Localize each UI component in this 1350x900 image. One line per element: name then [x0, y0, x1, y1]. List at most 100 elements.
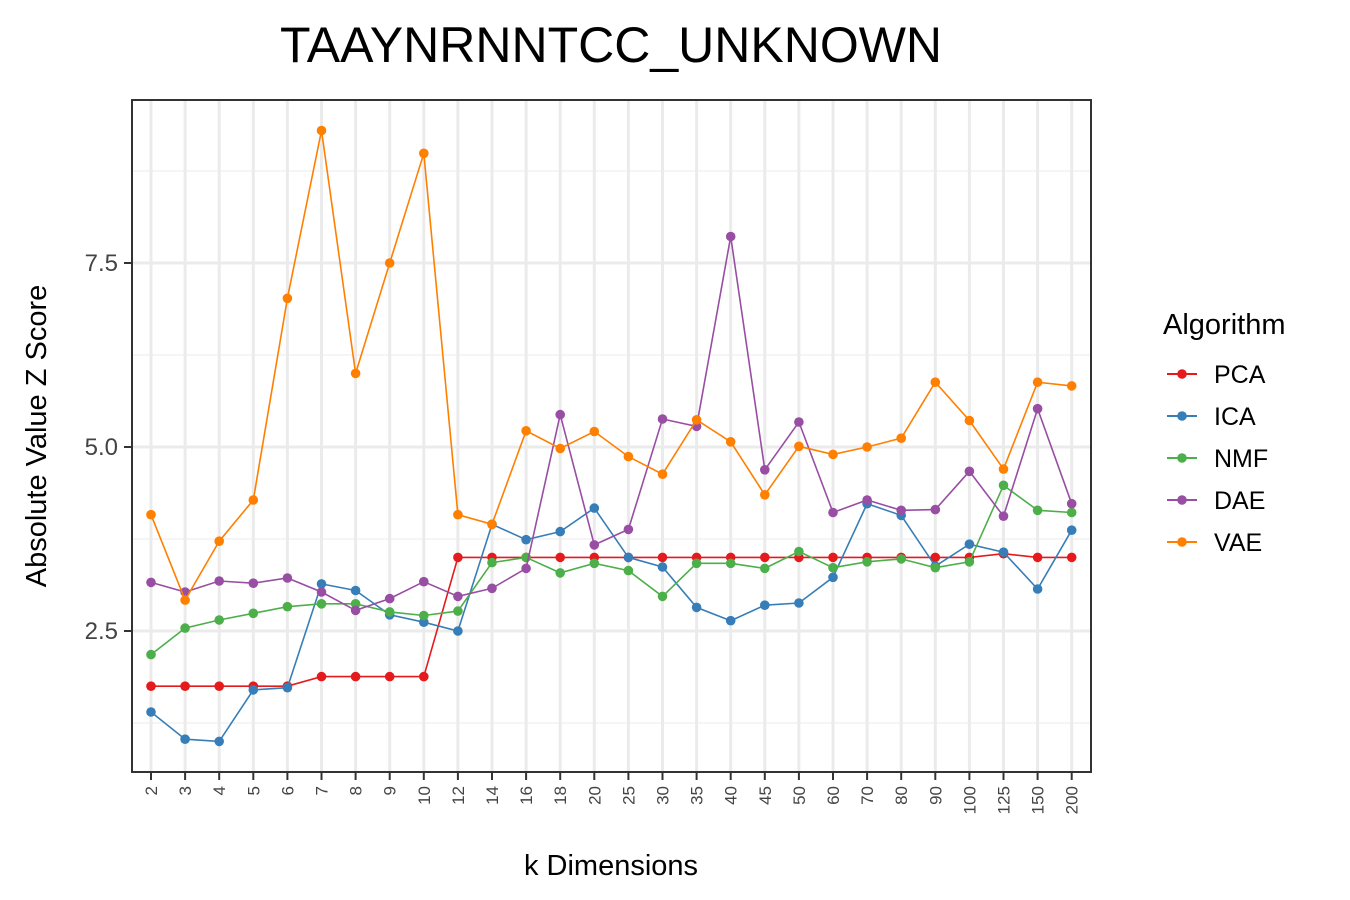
- data-point-vae: [896, 433, 906, 444]
- x-tick-label: 18: [551, 786, 570, 805]
- legend-key-point: [1177, 411, 1187, 421]
- data-point-vae: [930, 377, 941, 388]
- data-point-vae: [964, 415, 975, 426]
- x-tick-label: 8: [347, 786, 366, 795]
- legend-item-ica: ICA: [1167, 403, 1256, 431]
- x-tick-label: 6: [278, 786, 297, 795]
- data-point-vae: [384, 258, 395, 268]
- data-point-vae: [555, 443, 565, 454]
- data-point-vae: [419, 148, 429, 159]
- x-tick-label: 70: [858, 786, 877, 805]
- data-point-ica: [691, 602, 702, 613]
- data-point-dae: [1066, 498, 1077, 509]
- data-point-nmf: [248, 608, 259, 619]
- data-point-nmf: [623, 565, 634, 576]
- data-point-ica: [760, 600, 770, 610]
- data-point-dae: [487, 583, 497, 594]
- data-point-vae: [521, 426, 531, 436]
- x-tick-label: 4: [210, 786, 229, 795]
- data-point-ica: [657, 562, 668, 572]
- legend-item-vae: VAE: [1167, 529, 1262, 557]
- data-point-ica: [316, 579, 327, 589]
- series-vae: [146, 125, 1077, 605]
- data-point-nmf: [862, 557, 872, 567]
- x-tick-label: 14: [483, 786, 502, 805]
- legend-label-dae: DAE: [1214, 487, 1265, 515]
- data-point-vae: [282, 293, 293, 304]
- legend-label-nmf: NMF: [1214, 445, 1268, 473]
- data-point-vae: [862, 442, 872, 452]
- data-point-ica: [555, 526, 565, 537]
- data-point-vae: [350, 368, 361, 379]
- data-point-ica: [589, 503, 600, 513]
- x-tick-label: 50: [790, 786, 809, 805]
- data-point-nmf: [657, 591, 668, 602]
- x-tick-label: 100: [960, 786, 979, 814]
- x-tick-label: 10: [415, 786, 434, 805]
- data-point-dae: [998, 511, 1009, 521]
- x-tick-label: 150: [1029, 786, 1048, 814]
- data-point-nmf: [964, 557, 975, 567]
- data-point-ica: [180, 734, 190, 744]
- data-point-ica: [521, 534, 531, 545]
- data-point-dae: [623, 524, 634, 535]
- data-point-pca: [180, 681, 190, 691]
- data-point-dae: [896, 505, 906, 516]
- x-tick-label: 90: [926, 786, 945, 805]
- data-point-dae: [862, 495, 872, 505]
- x-axis-title: k Dimensions: [524, 850, 698, 882]
- x-tick-label: 7: [313, 786, 332, 795]
- data-point-vae: [657, 469, 668, 480]
- data-point-ica: [419, 617, 429, 627]
- data-point-nmf: [282, 601, 293, 612]
- data-point-ica: [453, 626, 463, 636]
- x-tick-label: 45: [756, 786, 775, 805]
- data-point-nmf: [1032, 505, 1043, 516]
- plot-border: [131, 99, 1092, 773]
- legend-key-point: [1177, 453, 1187, 463]
- x-tick-label: 125: [995, 786, 1014, 814]
- legend-key-point: [1177, 369, 1187, 379]
- data-point-dae: [453, 591, 463, 602]
- data-point-vae: [623, 451, 634, 462]
- x-tick-label: 30: [654, 786, 673, 805]
- data-point-vae: [214, 536, 224, 546]
- data-point-ica: [350, 585, 361, 596]
- series-line-nmf: [150, 484, 1072, 656]
- data-point-vae: [316, 125, 327, 136]
- data-point-dae: [350, 605, 361, 616]
- data-point-pca: [146, 681, 156, 691]
- data-point-dae: [657, 414, 668, 424]
- x-tick-label: 16: [517, 786, 536, 805]
- data-point-nmf: [589, 558, 600, 569]
- legend-label-ica: ICA: [1214, 403, 1256, 431]
- data-point-pca: [453, 552, 463, 563]
- y-tick-label: 7.5: [85, 250, 118, 277]
- legend-title: Algorithm: [1163, 309, 1286, 341]
- data-point-nmf: [828, 562, 838, 573]
- data-point-nmf: [419, 610, 429, 621]
- data-point-nmf: [453, 606, 463, 616]
- data-point-nmf: [794, 546, 804, 557]
- grid: [132, 100, 1091, 772]
- data-point-ica: [725, 615, 736, 626]
- data-point-pca: [1066, 552, 1077, 563]
- legend-label-pca: PCA: [1214, 361, 1266, 389]
- series-nmf: [146, 480, 1077, 660]
- legend-key-point: [1177, 495, 1187, 505]
- data-point-dae: [794, 417, 804, 427]
- data-point-nmf: [896, 554, 906, 564]
- data-point-pca: [419, 671, 429, 682]
- data-point-vae: [998, 464, 1009, 474]
- data-point-pca: [384, 671, 395, 682]
- data-point-ica: [828, 572, 838, 583]
- series-layer: [146, 125, 1077, 747]
- data-point-nmf: [487, 557, 497, 568]
- series-line-dae: [150, 236, 1073, 612]
- x-tick-label: 12: [449, 786, 468, 805]
- x-tick-label: 35: [688, 786, 707, 805]
- x-tick-label: 40: [722, 786, 741, 805]
- data-point-ica: [248, 685, 259, 695]
- data-point-ica: [1066, 525, 1077, 535]
- data-point-pca: [760, 552, 770, 563]
